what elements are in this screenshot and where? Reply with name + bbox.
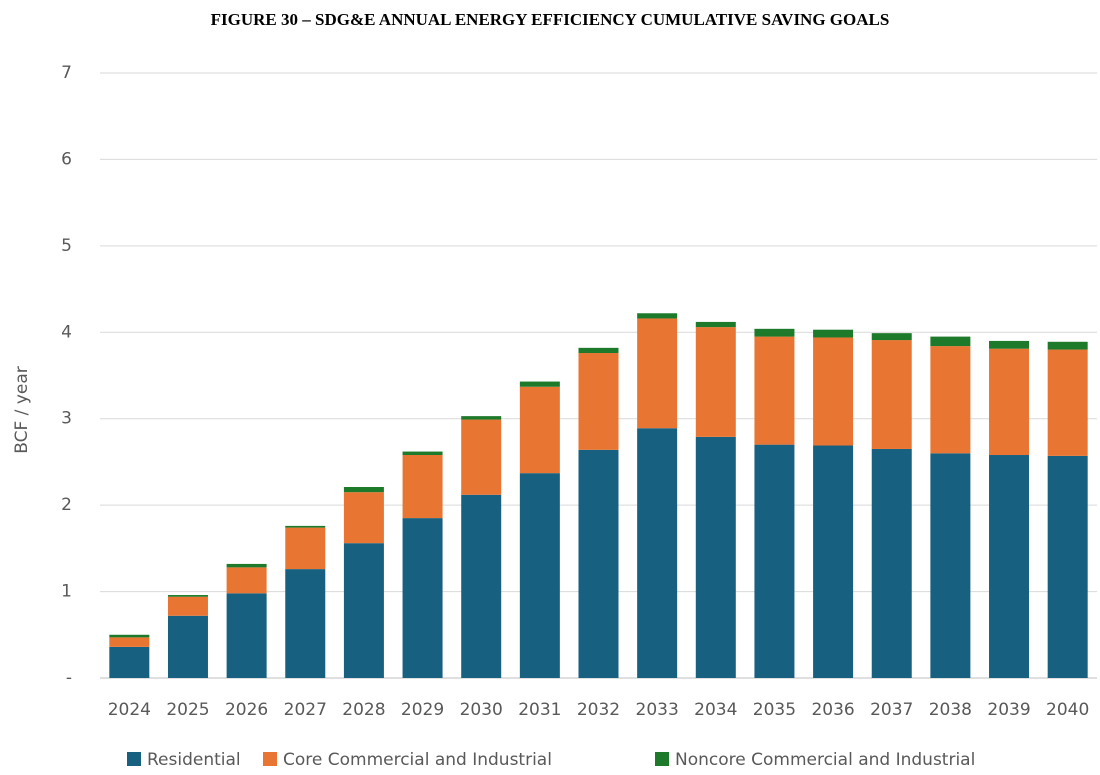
- bar-segment: [754, 328, 795, 337]
- x-tick-label: 2030: [460, 700, 503, 720]
- bar-segment: [871, 340, 912, 449]
- bar-segment: [226, 593, 267, 678]
- legend-swatch: [655, 752, 669, 766]
- legend-label: Residential: [147, 750, 241, 770]
- bar-segment: [285, 525, 326, 528]
- bar-segment: [989, 340, 1030, 349]
- bar-segment: [813, 445, 854, 678]
- bar-segment: [637, 318, 678, 429]
- bar-segment: [871, 333, 912, 341]
- bar-segment: [813, 329, 854, 338]
- bar-segment: [285, 569, 326, 678]
- x-tick-label: 2032: [577, 700, 620, 720]
- bar-segment: [871, 448, 912, 678]
- bar-segment: [930, 336, 971, 347]
- bar-segment: [285, 527, 326, 570]
- bar-segment: [1047, 341, 1088, 350]
- bar-segment: [519, 381, 560, 387]
- y-tick-label: 7: [61, 63, 72, 83]
- bar-segment: [1047, 349, 1088, 456]
- x-tick-label: 2036: [811, 700, 854, 720]
- bar-segment: [930, 346, 971, 454]
- y-axis-label: BCF / year: [12, 366, 32, 453]
- bar-segment: [989, 455, 1030, 678]
- bar-segment: [402, 518, 443, 678]
- bar-segment: [578, 347, 619, 354]
- x-tick-label: 2034: [694, 700, 737, 720]
- bar-segment: [637, 313, 678, 319]
- x-tick-label: 2024: [108, 700, 151, 720]
- x-tick-label: 2039: [987, 700, 1030, 720]
- bar-segment: [109, 646, 150, 678]
- legend-label: Core Commercial and Industrial: [283, 750, 552, 770]
- y-tick-label: 2: [61, 495, 72, 515]
- bar-segment: [226, 563, 267, 568]
- x-tick-label: 2031: [518, 700, 561, 720]
- bar-segment: [167, 595, 208, 597]
- bar-segment: [637, 428, 678, 678]
- bar-segment: [343, 543, 384, 678]
- bar-segment: [343, 486, 384, 493]
- bar-segment: [402, 455, 443, 519]
- bar-segment: [519, 386, 560, 474]
- x-tick-label: 2027: [284, 700, 327, 720]
- bar-segment: [461, 416, 502, 420]
- bar-segment: [578, 353, 619, 450]
- x-tick-label: 2029: [401, 700, 444, 720]
- y-tick-label: 1: [61, 582, 72, 602]
- y-tick-label: 6: [61, 149, 72, 169]
- legend-swatch: [127, 752, 141, 766]
- bar-segment: [1047, 455, 1088, 678]
- bar-segment: [695, 436, 736, 678]
- bar-segment: [578, 449, 619, 678]
- bar-segment: [695, 321, 736, 328]
- legend-swatch: [263, 752, 277, 766]
- bar-segment: [109, 634, 150, 638]
- x-tick-label: 2035: [753, 700, 796, 720]
- legend-label: Noncore Commercial and Industrial: [675, 750, 975, 770]
- bar-segment: [813, 337, 854, 446]
- y-tick-label: -: [66, 668, 72, 688]
- bar-segment: [167, 596, 208, 616]
- bar-segment: [109, 637, 150, 647]
- x-tick-label: 2026: [225, 700, 268, 720]
- bar-segment: [989, 348, 1030, 456]
- y-tick-label: 4: [61, 322, 72, 342]
- x-tick-label: 2033: [636, 700, 679, 720]
- bar-segment: [754, 444, 795, 678]
- x-tick-label: 2025: [166, 700, 209, 720]
- bar-segment: [461, 494, 502, 678]
- x-tick-label: 2038: [929, 700, 972, 720]
- bar-segment: [695, 327, 736, 437]
- bar-segment: [461, 419, 502, 495]
- bar-segment: [930, 453, 971, 678]
- bar-segment: [519, 473, 560, 678]
- y-tick-label: 5: [61, 236, 72, 256]
- x-tick-label: 2028: [342, 700, 385, 720]
- chart-title: FIGURE 30 – SDG&E ANNUAL ENERGY EFFICIEN…: [211, 10, 890, 29]
- x-tick-label: 2040: [1046, 700, 1089, 720]
- bar-segment: [754, 336, 795, 445]
- y-tick-label: 3: [61, 409, 72, 429]
- bar-segment: [226, 567, 267, 594]
- bar-segment: [343, 492, 384, 544]
- bar-segment: [402, 451, 443, 456]
- x-tick-label: 2037: [870, 700, 913, 720]
- bar-segment: [167, 615, 208, 678]
